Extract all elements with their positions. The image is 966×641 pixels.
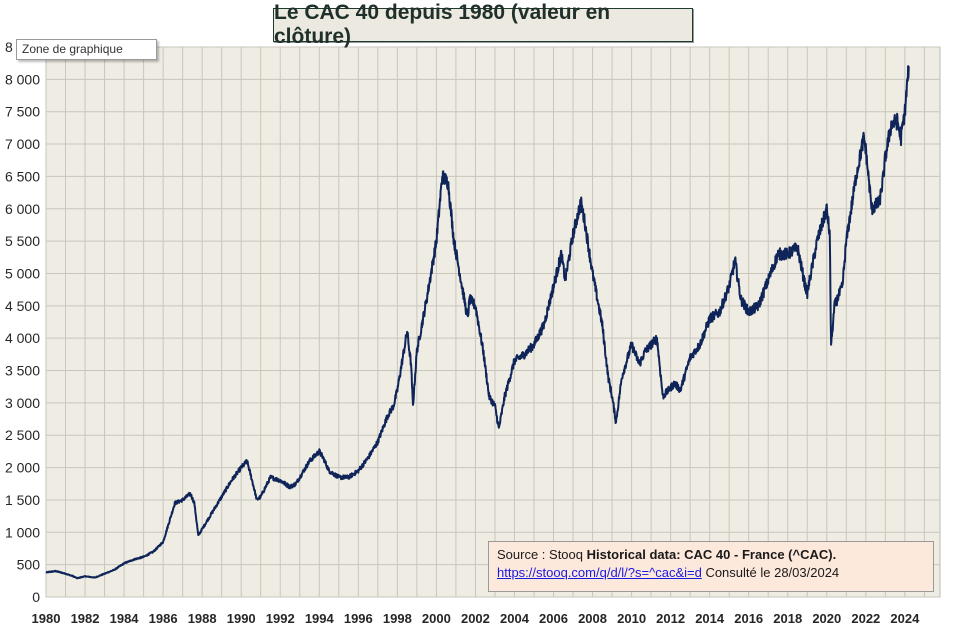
x-tick-label: 1984 [110, 611, 140, 626]
x-tick-label: 2016 [734, 611, 763, 626]
chart-title: Le CAC 40 depuis 1980 (valeur en clôture… [273, 1, 693, 48]
y-tick-label: 3 000 [5, 395, 40, 411]
x-tick-label: 2012 [656, 611, 685, 626]
x-tick-label: 2018 [773, 611, 802, 626]
gridlines [45, 46, 940, 598]
y-tick-label: 3 500 [5, 363, 40, 379]
y-tick-label: 5 500 [5, 233, 40, 249]
x-tick-label: 1988 [188, 611, 217, 626]
source-link[interactable]: https://stooq.com/q/d/l/?s=^cac&i=d [497, 565, 702, 580]
y-tick-label: 6 000 [5, 201, 40, 217]
series-line-cac40 [45, 65, 910, 580]
x-tick-label: 2004 [500, 611, 530, 626]
x-tick-label: 2022 [851, 611, 880, 626]
y-tick-label: 4 000 [5, 330, 40, 346]
y-tick-label: 1 500 [5, 492, 40, 508]
y-tick-label: 2 500 [5, 427, 40, 443]
x-tick-label: 1996 [344, 611, 373, 626]
plot-area [45, 46, 941, 598]
x-tick-label: 1990 [227, 611, 256, 626]
y-tick-label: 7 500 [5, 104, 40, 120]
tooltip-text: Zone de graphique [22, 42, 123, 56]
y-tick-label: 7 000 [5, 136, 40, 152]
y-tick-label: 1 000 [5, 524, 40, 540]
x-tick-label: 1986 [149, 611, 178, 626]
x-tick-label: 1994 [305, 611, 335, 626]
y-tick-label: 5 000 [5, 265, 40, 281]
chart-title-text: Le CAC 40 depuis 1980 (valeur en clôture… [274, 1, 611, 48]
y-tick-label: 2 000 [5, 460, 40, 476]
x-tick-label: 1982 [71, 611, 100, 626]
x-tick-label: 1992 [266, 611, 295, 626]
y-axis-tick-labels: 0 500 1 000 1 500 2 000 2 500 3 000 3 500 4 000 4… [5, 39, 40, 605]
x-axis-tick-labels: 1980 1982 1984 1986 1988 1990 1992 1994 1996 1998… [32, 611, 921, 626]
chart-area-tooltip: Zone de graphique [16, 39, 157, 60]
x-tick-label: 2008 [578, 611, 607, 626]
x-tick-label: 2010 [617, 611, 646, 626]
source-annotation: Source : Stooq Historical data: CAC 40 -… [488, 541, 934, 592]
x-tick-label: 2006 [539, 611, 568, 626]
x-tick-label: 2002 [461, 611, 490, 626]
y-tick-label: 4 500 [5, 298, 40, 314]
x-tick-label: 2020 [812, 611, 841, 626]
x-tick-label: 2014 [695, 611, 725, 626]
source-line-2: https://stooq.com/q/d/l/?s=^cac&i=d Cons… [497, 564, 925, 582]
source-line-1: Source : Stooq Historical data: CAC 40 -… [497, 546, 925, 564]
source-suffix: Consulté le 28/03/2024 [701, 565, 840, 580]
y-tick-label: 8 000 [5, 71, 40, 87]
x-tick-label: 2024 [890, 611, 920, 626]
source-prefix: Source : Stooq [497, 547, 587, 562]
y-tick-label: 0 [32, 589, 40, 605]
x-tick-label: 1980 [32, 611, 61, 626]
y-tick-label: 500 [17, 557, 41, 573]
x-tick-label: 2000 [422, 611, 451, 626]
source-bold: Historical data: CAC 40 - France (^CAC). [586, 547, 837, 562]
y-tick-label: 6 500 [5, 168, 40, 184]
x-tick-label: 1998 [383, 611, 412, 626]
